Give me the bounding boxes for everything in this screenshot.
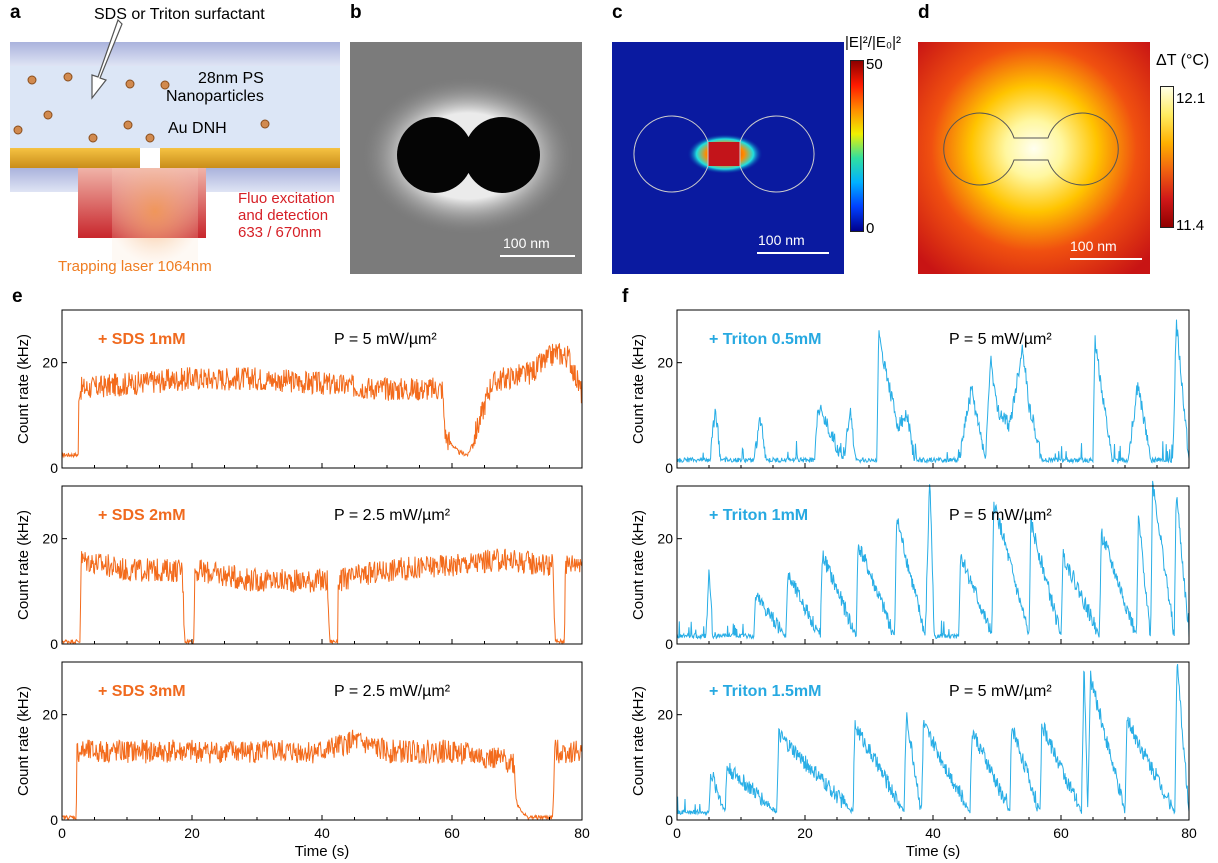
arrow-icon — [91, 18, 123, 100]
y-tick-label-3-20: 20 — [42, 707, 58, 723]
panel-label-f: f — [622, 286, 629, 307]
y-axis-label-6: Count rate (kHz) — [630, 686, 647, 796]
field-colorbar-min: 0 — [866, 220, 875, 237]
x-tick-label-6-20: 20 — [797, 825, 813, 841]
panel-label-c: c — [612, 2, 623, 23]
power-label-5: P = 5 mW/µm² — [949, 507, 1052, 524]
x-tick-label-3-0: 0 — [58, 825, 66, 841]
field-colorbar-title: |E|²/|E₀|² — [845, 34, 901, 51]
series-label-5: + Triton 1mM — [709, 507, 808, 524]
y-tick-label-2-0: 0 — [50, 636, 58, 652]
y-tick-label-1-20: 20 — [42, 355, 58, 371]
panel-label-e: e — [12, 286, 23, 307]
trace-line-2 — [61, 548, 583, 645]
x-tick-label-6-60: 60 — [1053, 825, 1069, 841]
y-tick-label-1-0: 0 — [50, 460, 58, 476]
series-label-2: + SDS 2mM — [98, 507, 186, 524]
trace-line-1 — [61, 342, 583, 459]
surfactant-label: SDS or Triton surfactant — [94, 6, 265, 23]
temp-colorbar-min: 11.4 — [1176, 217, 1205, 234]
trap-beam — [112, 168, 198, 264]
particles-label-1: 28nm PS — [198, 70, 264, 87]
x-axis-label-6: Time (s) — [906, 843, 960, 860]
fluo-label-2: and detection — [238, 207, 329, 224]
y-tick-label-3-0: 0 — [50, 812, 58, 828]
temp-colorbar-max: 12.1 — [1176, 90, 1206, 107]
temperature-map — [918, 42, 1150, 274]
trace-line-6 — [676, 664, 1190, 816]
field-colorbar — [850, 60, 864, 232]
power-label-1: P = 5 mW/µm² — [334, 331, 437, 348]
temp-scale-label: 100 nm — [1070, 238, 1117, 254]
y-tick-label-4-0: 0 — [665, 460, 673, 476]
x-axis-label-3: Time (s) — [295, 843, 349, 860]
sem-image — [350, 42, 582, 274]
y-axis-label-1: Count rate (kHz) — [15, 334, 32, 444]
power-label-6: P = 5 mW/µm² — [949, 683, 1052, 700]
trace-line-5 — [676, 480, 1190, 641]
y-axis-label-4: Count rate (kHz) — [630, 334, 647, 444]
y-axis-label-3: Count rate (kHz) — [15, 686, 32, 796]
temp-colorbar-title: ΔT (°C) — [1156, 52, 1210, 69]
trapping-schematic — [10, 18, 340, 264]
power-label-3: P = 2.5 mW/µm² — [334, 683, 451, 700]
x-tick-label-3-80: 80 — [574, 825, 590, 841]
x-tick-label-6-40: 40 — [925, 825, 941, 841]
field-colorbar-max: 50 — [866, 56, 883, 73]
trace-line-4 — [676, 319, 1190, 465]
fluo-label-1: Fluo excitation — [238, 190, 335, 207]
panel-label-b: b — [350, 2, 362, 23]
gold-film-right — [160, 148, 340, 168]
panel-label-a: a — [10, 2, 21, 23]
series-label-3: + SDS 3mM — [98, 683, 186, 700]
y-tick-label-6-0: 0 — [665, 812, 673, 828]
y-tick-label-5-20: 20 — [657, 531, 673, 547]
trace-line-3 — [61, 729, 583, 821]
particles-label-2: Nanoparticles — [166, 88, 264, 105]
x-tick-label-6-0: 0 — [673, 825, 681, 841]
panel-label-d: d — [918, 2, 930, 23]
nanoparticles — [13, 72, 270, 143]
sem-scale-label: 100 nm — [503, 235, 550, 251]
power-label-2: P = 2.5 mW/µm² — [334, 507, 451, 524]
series-label-4: + Triton 0.5mM — [709, 331, 821, 348]
x-tick-label-6-80: 80 — [1181, 825, 1197, 841]
gold-film-left — [10, 148, 140, 168]
top-glass — [10, 42, 340, 66]
series-label-6: + Triton 1.5mM — [709, 683, 821, 700]
x-tick-label-3-40: 40 — [314, 825, 330, 841]
y-axis-label-2: Count rate (kHz) — [15, 510, 32, 620]
temp-colorbar — [1160, 86, 1174, 228]
film-label: Au DNH — [168, 120, 227, 137]
field-map — [612, 42, 844, 274]
fluo-label-3: 633 / 670nm — [238, 224, 322, 241]
y-tick-label-2-20: 20 — [42, 531, 58, 547]
x-tick-label-3-20: 20 — [184, 825, 200, 841]
x-tick-label-3-60: 60 — [444, 825, 460, 841]
y-tick-label-5-0: 0 — [665, 636, 673, 652]
y-tick-label-4-20: 20 — [657, 355, 673, 371]
y-tick-label-6-20: 20 — [657, 707, 673, 723]
series-label-1: + SDS 1mM — [98, 331, 186, 348]
trap-label: Trapping laser 1064nm — [58, 258, 212, 275]
y-axis-label-5: Count rate (kHz) — [630, 510, 647, 620]
power-label-4: P = 5 mW/µm² — [949, 331, 1052, 348]
field-scale-label: 100 nm — [758, 232, 805, 248]
